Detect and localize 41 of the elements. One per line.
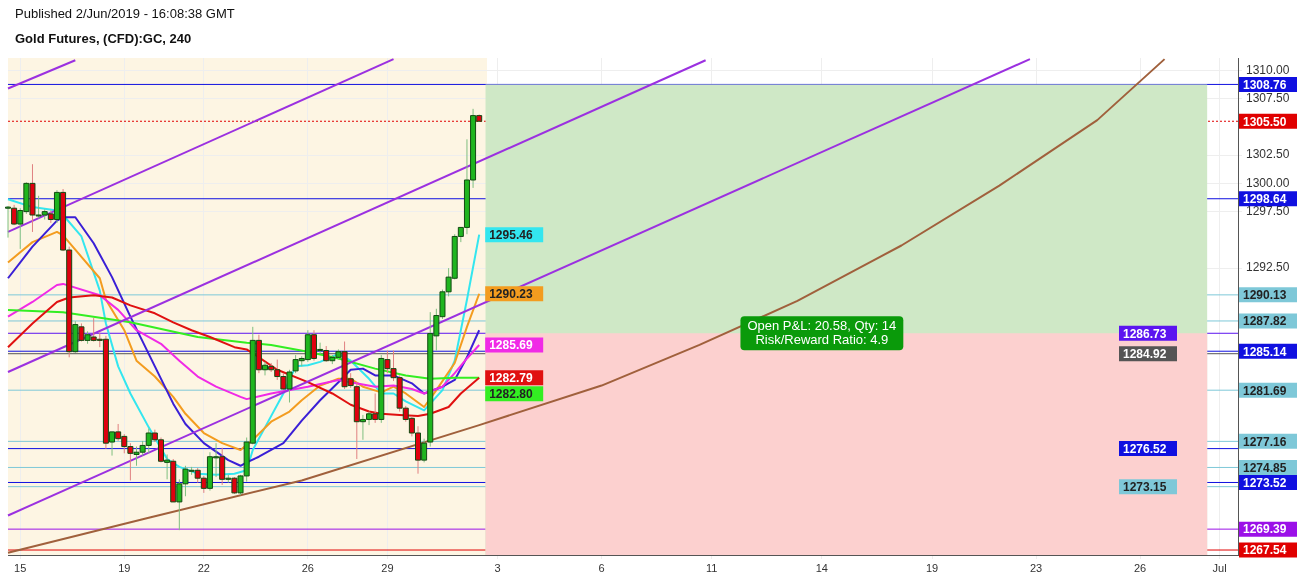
ref-line-label: 1284.92 — [1123, 347, 1167, 362]
y-tick-label: 1310.00 — [1246, 62, 1290, 77]
x-tick-label: 26 — [1133, 561, 1147, 574]
ref-line-label: 1286.73 — [1123, 326, 1167, 341]
x-tick-label: 19 — [925, 561, 939, 574]
data-label: 1290.23 — [489, 287, 533, 302]
ref-line-label: 1281.69 — [1243, 383, 1287, 398]
ref-line-label: 1269.39 — [1243, 522, 1287, 537]
x-tick-label: 14 — [815, 561, 829, 574]
data-label: 1282.80 — [489, 386, 533, 401]
ref-line-label: 1287.82 — [1243, 314, 1287, 329]
y-tick-label: 1300.00 — [1246, 175, 1290, 190]
annotation: Open P&L: 20.58, Qty: 14 Risk/Reward Ratio: 4.9 — [747, 317, 897, 347]
x-tick-label: 26 — [301, 561, 314, 574]
y-tick-label: 1302.50 — [1246, 147, 1290, 162]
y-tick-label: 1292.50 — [1246, 260, 1290, 275]
x-tick-label: 15 — [14, 561, 27, 574]
x-tick-label: 6 — [598, 561, 605, 574]
data-label: 1282.79 — [489, 371, 533, 386]
ref-line-label: 1267.54 — [1243, 543, 1287, 558]
ref-line-label: 1308.76 — [1243, 77, 1287, 92]
x-tick-label: 19 — [118, 561, 131, 574]
ref-line-label: 1277.16 — [1243, 434, 1287, 449]
x-tick-label: Jul — [1212, 561, 1227, 574]
x-tick-label: 23 — [1029, 561, 1043, 574]
y-tick-label: 1307.50 — [1246, 90, 1290, 105]
ref-line-label: 1285.14 — [1243, 344, 1287, 359]
data-label: 1285.69 — [489, 338, 533, 353]
ref-line-label: 1273.15 — [1123, 479, 1167, 494]
ref-line-label: 1305.50 — [1243, 114, 1287, 129]
data-label: 1295.46 — [489, 227, 533, 242]
chart-title: Gold Futures, (CFD):GC, 240 — [15, 31, 192, 46]
x-tick-label: 22 — [197, 561, 210, 574]
x-tick-label: 11 — [706, 561, 718, 574]
ref-line-label: 1276.52 — [1123, 441, 1167, 456]
x-tick-label: 3 — [494, 561, 501, 574]
chart-subtitle: Published 2/Jun/2019 - 16:08:38 GMT — [15, 6, 235, 21]
ref-line-label: 1290.13 — [1243, 288, 1287, 303]
x-tick-label: 29 — [381, 561, 394, 574]
ref-line-label: 1273.52 — [1243, 475, 1287, 490]
ref-line-label: 1274.85 — [1243, 460, 1287, 475]
